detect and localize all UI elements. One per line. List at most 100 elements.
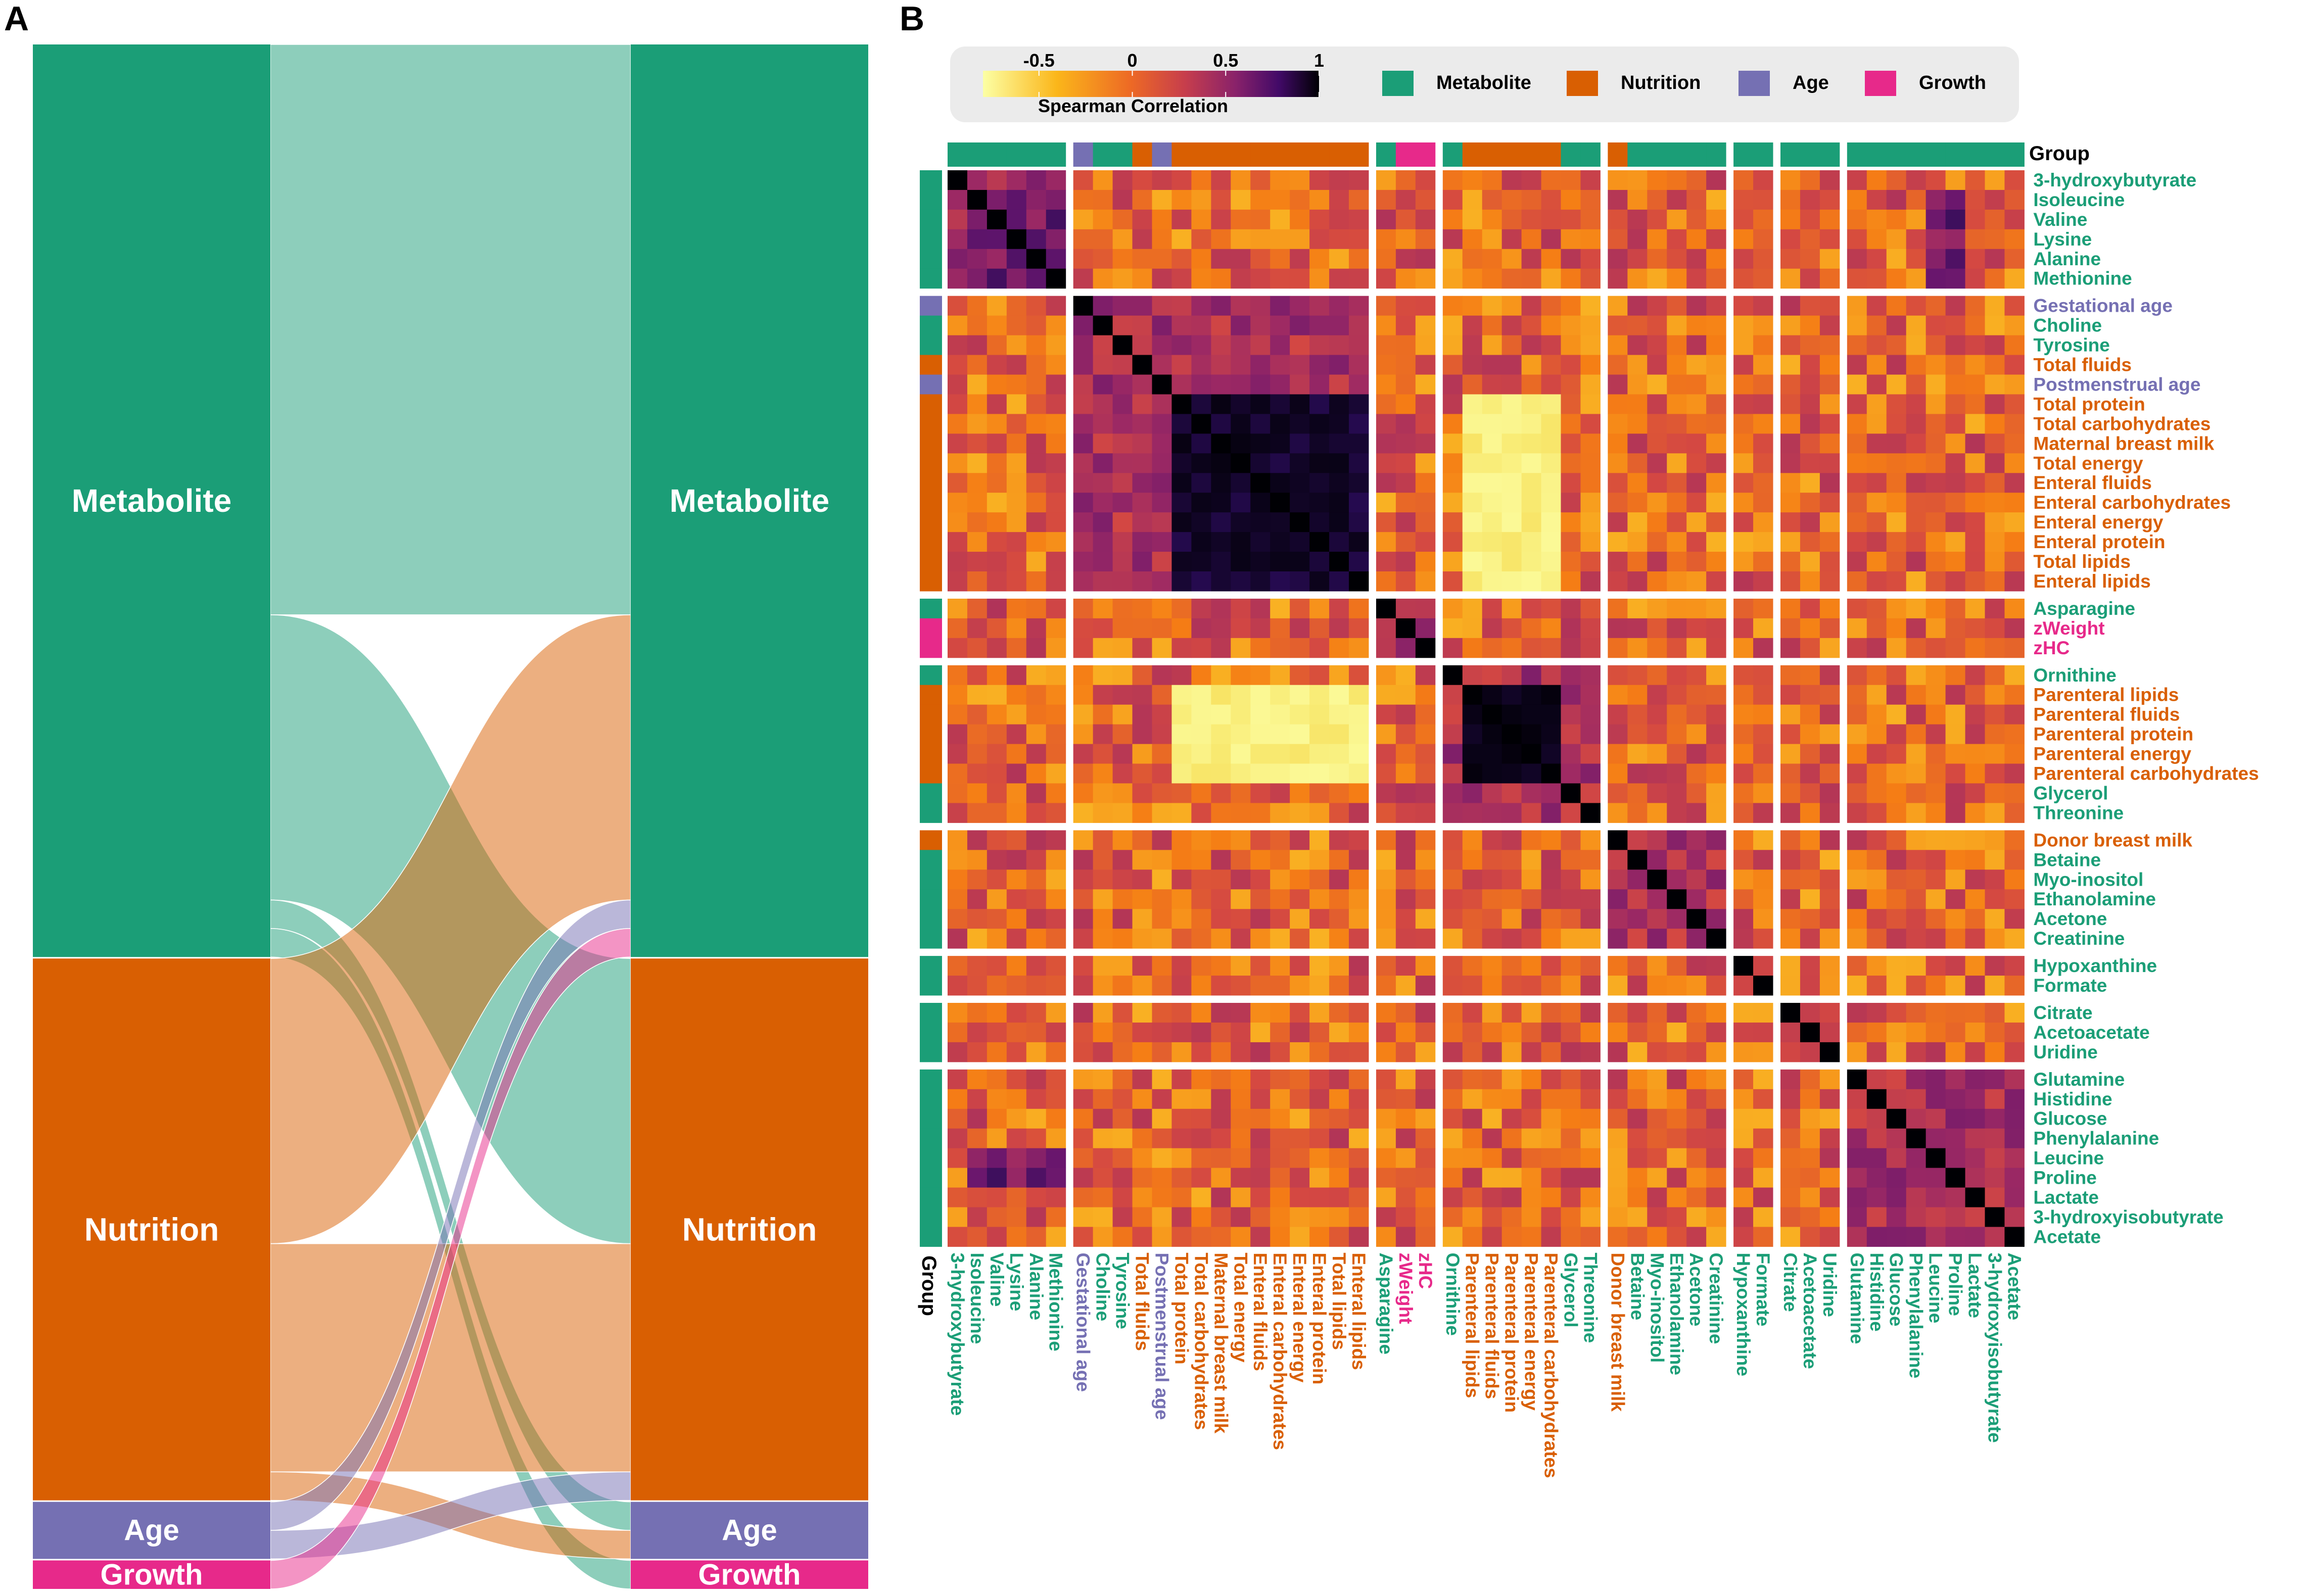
heatmap-cell xyxy=(1093,889,1113,909)
heatmap-cell xyxy=(1395,685,1416,705)
column-label: Creatinine xyxy=(1706,1252,1726,1344)
stratum-label-right-nutrition: Nutrition xyxy=(682,1211,817,1247)
heatmap-cell xyxy=(1442,1108,1463,1129)
heatmap-cell xyxy=(1706,374,1726,395)
heatmap-cell xyxy=(1415,665,1436,686)
heatmap-cell xyxy=(1847,783,1867,803)
heatmap-cell xyxy=(1415,170,1436,190)
heatmap-cell xyxy=(1925,394,1946,414)
heatmap-cell xyxy=(1965,1042,1985,1062)
heatmap-cell xyxy=(1026,704,1047,725)
heatmap-cell xyxy=(1706,869,1726,890)
heatmap-cell xyxy=(1800,1207,1820,1227)
heatmap-cell xyxy=(1073,909,1094,929)
heatmap-cell xyxy=(1415,889,1436,909)
heatmap-cell xyxy=(1985,869,2005,890)
heatmap-cell xyxy=(1171,1003,1192,1023)
heatmap-cell xyxy=(1847,209,1867,230)
heatmap-cell xyxy=(1965,414,1985,434)
heatmap-cell xyxy=(1290,744,1310,764)
heatmap-cell xyxy=(1026,830,1047,850)
heatmap-cell xyxy=(1925,209,1946,230)
heatmap-cell xyxy=(1780,744,1801,764)
heatmap-cell xyxy=(1866,1168,1887,1188)
heatmap-cell xyxy=(1026,571,1047,592)
heatmap-cell xyxy=(1376,453,1396,473)
heatmap-cell xyxy=(1780,889,1801,909)
heatmap-cell xyxy=(1329,1089,1349,1109)
heatmap-cell xyxy=(1442,869,1463,890)
heatmap-cell xyxy=(1541,665,1561,686)
heatmap-cell xyxy=(1073,414,1094,434)
heatmap-cell xyxy=(1706,229,1726,250)
heatmap-cell xyxy=(1290,929,1310,949)
heatmap-cell xyxy=(1753,724,1773,745)
heatmap-cell xyxy=(1482,374,1502,395)
heatmap-cell xyxy=(948,512,968,533)
heatmap-cell xyxy=(1171,1207,1192,1227)
heatmap-cell xyxy=(1686,783,1707,803)
heatmap-cell xyxy=(1706,1108,1726,1129)
heatmap-cell xyxy=(1706,571,1726,592)
heatmap-cell xyxy=(1686,1003,1707,1023)
heatmap-cell xyxy=(1706,1227,1726,1247)
heatmap-cell xyxy=(1112,394,1133,414)
heatmap-cell xyxy=(1800,1069,1820,1090)
heatmap-cell xyxy=(1349,209,1369,230)
heatmap-cell xyxy=(1780,1168,1801,1188)
legend-label-growth: Growth xyxy=(1919,72,1986,93)
heatmap-cell xyxy=(1945,453,1966,473)
heatmap-cell xyxy=(1442,724,1463,745)
heatmap-cell xyxy=(1886,335,1907,356)
heatmap-cell xyxy=(1442,744,1463,764)
heatmap-cell xyxy=(1026,1187,1047,1207)
group-cell-left xyxy=(920,229,942,250)
heatmap-cell xyxy=(1733,830,1754,850)
heatmap-cell xyxy=(1006,976,1027,996)
heatmap-cell xyxy=(1290,1207,1310,1227)
heatmap-cell xyxy=(1733,268,1754,289)
heatmap-cell xyxy=(1231,1003,1251,1023)
heatmap-cell xyxy=(1985,315,2005,336)
panel-label-b: B xyxy=(900,0,924,38)
heatmap-cell xyxy=(1026,685,1047,705)
heatmap-cell xyxy=(1501,763,1522,784)
heatmap-cell xyxy=(1211,956,1231,976)
heatmap-cell xyxy=(1211,493,1231,513)
heatmap-cell xyxy=(1132,1022,1152,1043)
heatmap-cell xyxy=(1376,1207,1396,1227)
heatmap-cell xyxy=(1211,724,1231,745)
heatmap-cell xyxy=(1608,830,1628,850)
heatmap-cell xyxy=(1561,850,1581,870)
heatmap-cell xyxy=(1482,355,1502,375)
heatmap-cell xyxy=(1395,803,1416,823)
heatmap-cell xyxy=(1415,552,1436,572)
heatmap-cell xyxy=(1627,209,1648,230)
stratum-label-left-age: Age xyxy=(124,1514,179,1547)
heatmap-cell xyxy=(1309,744,1330,764)
heatmap-cell xyxy=(1627,571,1648,592)
group-cell-top xyxy=(1231,142,1251,167)
heatmap-cell xyxy=(1906,1042,1927,1062)
heatmap-cell xyxy=(1780,249,1801,269)
heatmap-cell xyxy=(1733,1022,1754,1043)
heatmap-cell xyxy=(967,1207,988,1227)
group-cell-left xyxy=(920,830,942,850)
heatmap-cell xyxy=(1112,850,1133,870)
column-label: Ornithine xyxy=(1442,1252,1463,1335)
heatmap-cell xyxy=(1541,1042,1561,1062)
legend: -0.5 0 0.5 1 Spearman Correlation Metabolit… xyxy=(950,46,2019,122)
heatmap-cell xyxy=(1270,1089,1290,1109)
heatmap-cell xyxy=(1541,1108,1561,1129)
heatmap-cell xyxy=(1501,1168,1522,1188)
heatmap-cell xyxy=(1376,830,1396,850)
heatmap-cell xyxy=(1442,296,1463,316)
heatmap-cell xyxy=(1152,209,1172,230)
heatmap-cell xyxy=(1442,189,1463,210)
heatmap-cell xyxy=(1521,189,1542,210)
heatmap-cell xyxy=(1541,889,1561,909)
heatmap-cell xyxy=(1819,170,1840,190)
heatmap-cell xyxy=(1442,685,1463,705)
heatmap-cell xyxy=(1985,1003,2005,1023)
heatmap-cell xyxy=(948,374,968,395)
